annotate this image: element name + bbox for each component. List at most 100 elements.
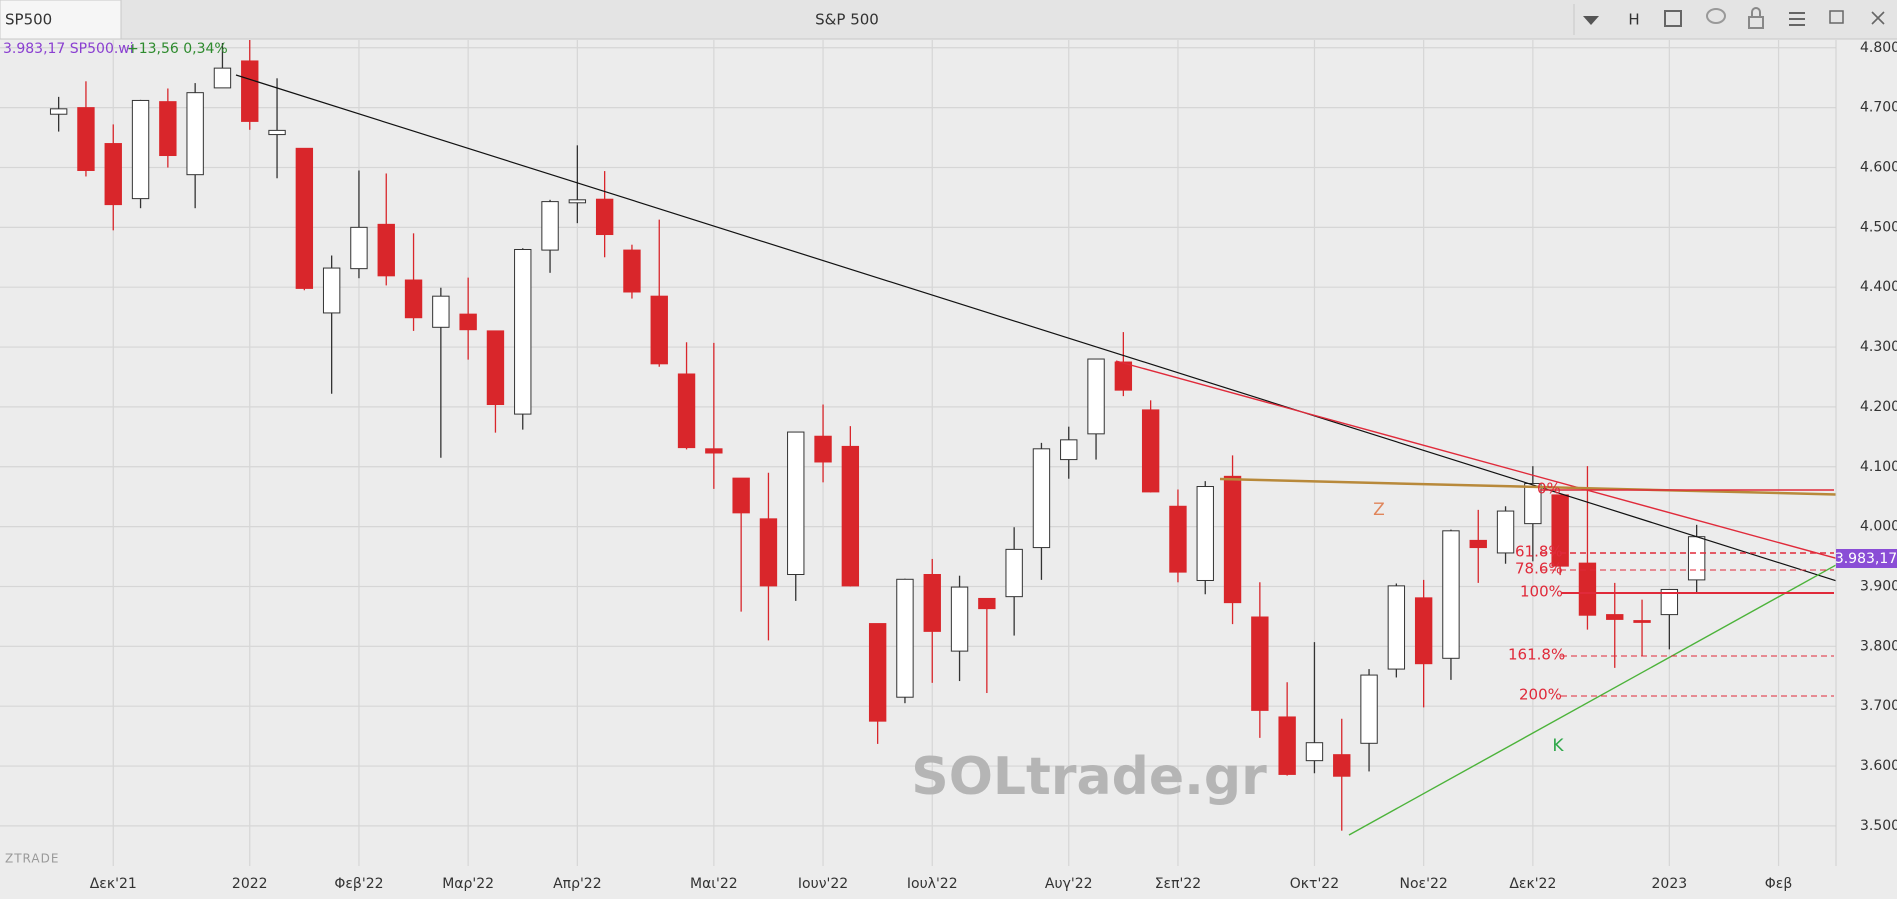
candle-body [1333,754,1351,777]
candle-body [350,226,368,270]
brand: ZTRADE [5,852,59,866]
close-button[interactable] [1871,11,1885,25]
dropdown-button[interactable] [1583,16,1599,25]
candle-body [1687,536,1706,581]
symbol-text: SP500 [5,11,52,29]
fib-label: 0% [1537,480,1561,498]
x-tick-label: Σεπ'22 [1155,876,1202,892]
x-tick-label: Νοε'22 [1400,876,1448,892]
candle-body [1114,361,1133,391]
price-tag [1836,549,1897,568]
x-tick-label: Ιουλ'22 [907,876,958,892]
candle-body [923,574,941,632]
candle-body [1032,448,1051,549]
fib-label: 100% [1520,583,1563,601]
candle-body [1087,358,1105,435]
candle-body [787,431,805,576]
x-tick-label: Μαι'22 [690,876,738,892]
candle-body [1251,616,1269,711]
candle-body [1141,409,1160,493]
candle-body [404,279,423,319]
y-tick-label: 3.500 [1860,818,1897,834]
chat-button[interactable] [1706,8,1726,24]
candle-body [49,108,68,115]
candle-body [377,223,395,277]
trendline [1219,477,1836,496]
candle-body [77,107,95,171]
candle-body [978,597,996,610]
candle-body [1005,548,1023,598]
candle-body [241,60,259,122]
y-tick-label: 3.800 [1860,638,1897,654]
candle-body [1278,716,1296,775]
wave-label: Z [1373,500,1385,520]
lock-shackle [1751,7,1761,17]
candle-body [1660,588,1679,616]
candle-body [1196,486,1214,581]
candle-body [1551,494,1569,567]
candle-body [1496,510,1515,554]
candle-body [1305,742,1324,762]
candle-body [1223,475,1242,604]
y-tick-label: 4.000 [1860,519,1897,535]
candle-body [1442,530,1460,659]
symbol-input[interactable] [0,0,122,40]
grid [0,40,1836,866]
menu-button[interactable] [1789,12,1805,26]
candle-body [705,448,723,454]
x-tick-label: Φεβ [1765,876,1793,892]
y-tick-label: 4.800 [1860,40,1897,56]
y-tick-label: 4.200 [1860,399,1897,415]
candle-body [186,92,204,176]
y-tick-label: 3.700 [1860,698,1897,714]
restore-button[interactable] [1829,10,1844,24]
candle-body [268,129,286,136]
candle-body [841,445,860,587]
candle-body [1578,562,1597,616]
x-tick-label: Μαρ'22 [442,876,494,892]
candle-body [650,295,668,365]
trendline [1348,564,1836,836]
layout-button[interactable] [1664,10,1682,27]
candle-body [213,67,232,89]
candle-body [595,198,614,236]
candle-body [759,518,778,587]
candle-body [732,477,750,514]
candle-body [868,623,887,722]
window-title: S&P 500 [815,11,879,29]
x-tick-label: Οκτ'22 [1290,876,1339,892]
candle-body [677,373,696,449]
toolbar [0,0,1897,39]
candle-body [541,201,559,251]
candle-body [1060,439,1078,461]
trendline [1115,360,1836,560]
y-tick-label: 4.100 [1860,459,1897,475]
candle-body [459,313,477,331]
x-tick-label: 2023 [1652,876,1688,892]
y-tick-label: 4.500 [1860,219,1897,235]
candle-body [623,249,641,293]
candle-body [514,248,532,415]
candle-body [950,586,969,652]
candle-body [322,267,341,314]
x-tick-label: Φεβ'22 [334,876,383,892]
candle-body [295,147,314,289]
fib-label: 200% [1519,686,1562,704]
candle-body [896,578,914,698]
y-tick-label: 4.600 [1860,159,1897,175]
candles [49,40,1706,831]
lock-button[interactable] [1748,16,1764,29]
fib-label: 61.8% [1515,543,1563,561]
h-button[interactable]: H [1628,11,1639,29]
x-tick-label: 2022 [232,876,268,892]
x-tick-label: Απρ'22 [553,876,602,892]
trendline [235,74,1836,582]
price-tag-text: 3.983,17 [1835,551,1897,567]
wave-label: K [1552,736,1564,756]
candle-body [1606,614,1624,620]
fib-label: 78.6% [1515,560,1563,578]
candle-body [131,99,150,200]
candle-body [104,143,122,206]
quote-change: +13,56 0,34% [127,41,228,57]
